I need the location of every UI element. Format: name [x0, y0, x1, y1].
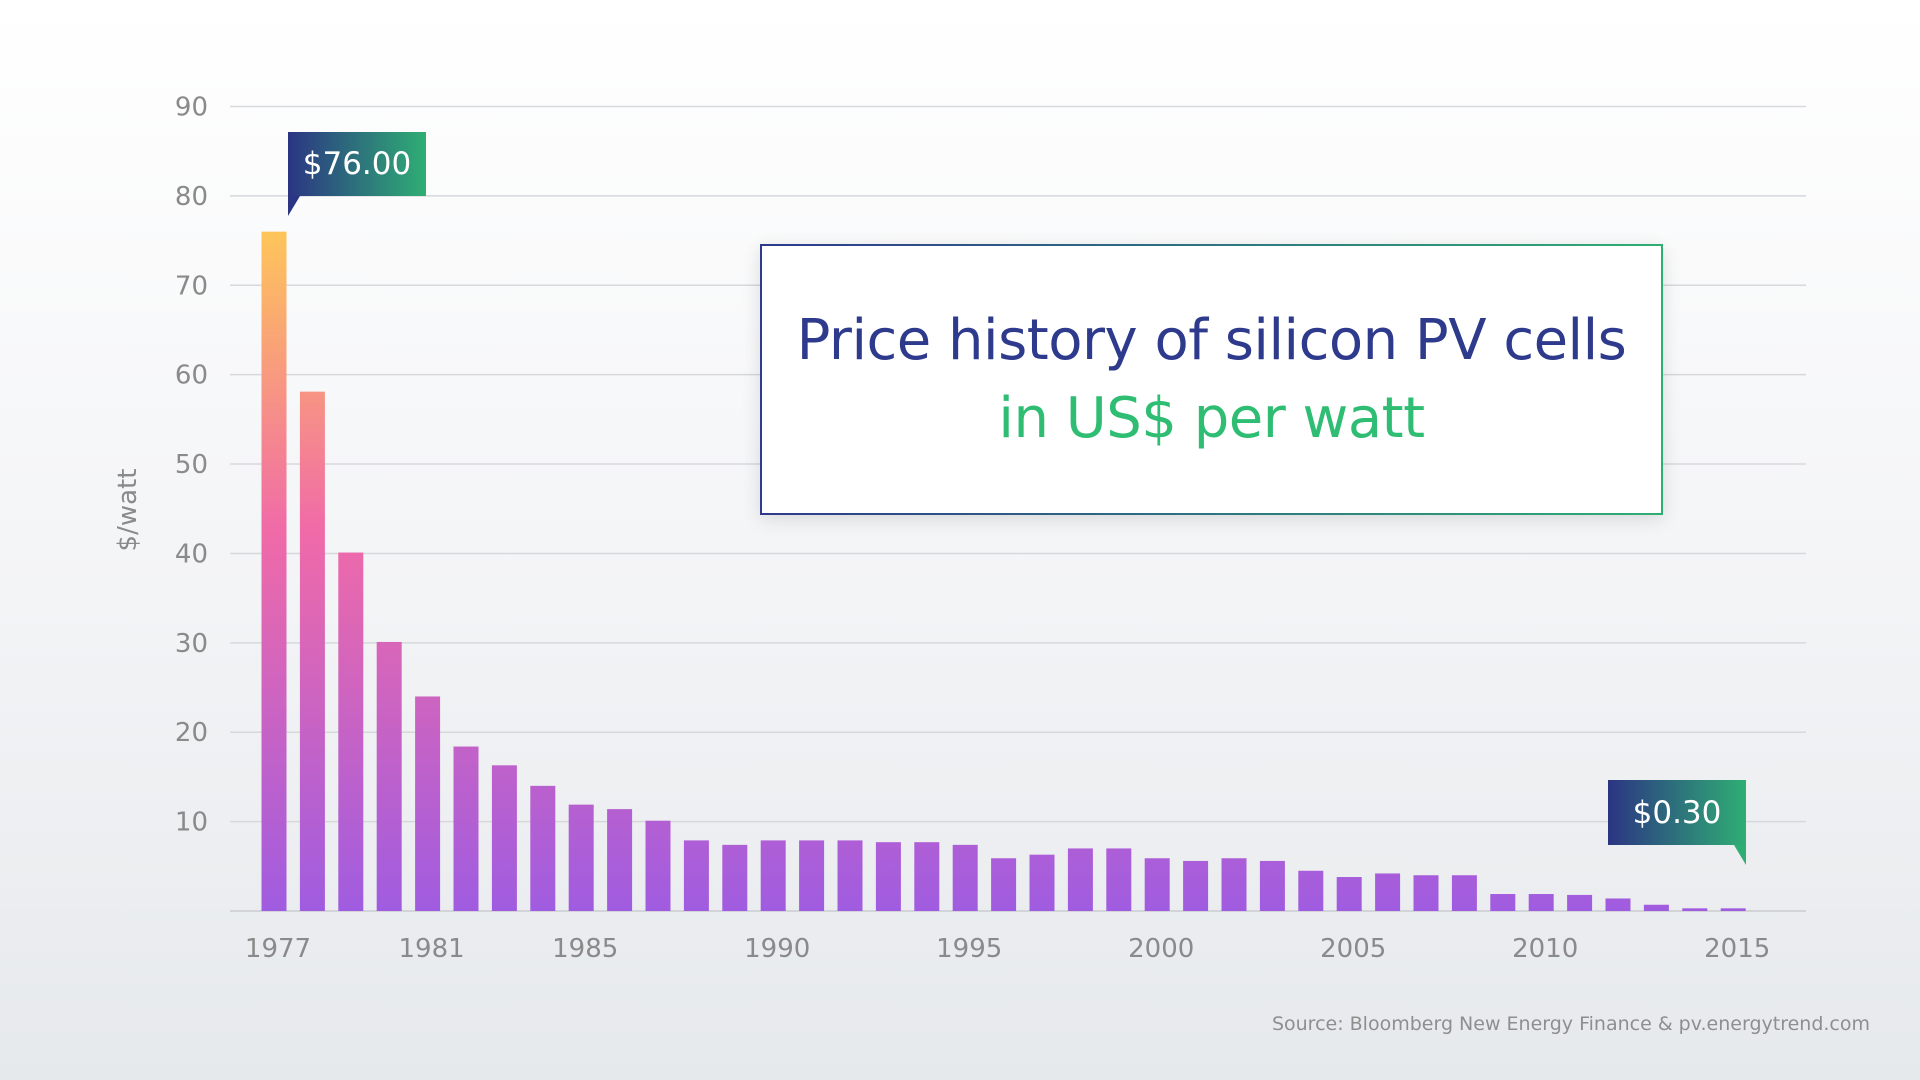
bar-2005 — [1336, 877, 1362, 911]
y-tick-label: 30 — [175, 629, 208, 659]
x-tick-label: 2000 — [1128, 934, 1194, 964]
bar-1986 — [607, 809, 633, 911]
bar-1982 — [453, 746, 479, 911]
bar-1981 — [415, 696, 441, 911]
bar-2003 — [1259, 860, 1285, 911]
bar-1987 — [645, 820, 671, 911]
chart-subtitle: in US$ per watt — [998, 385, 1425, 451]
bar-2001 — [1183, 860, 1209, 911]
y-tick-label: 20 — [175, 718, 208, 748]
bar-2013 — [1643, 904, 1669, 911]
chart-title: Price history of silicon PV cells — [796, 307, 1627, 373]
bar-1988 — [683, 840, 709, 911]
bar-2002 — [1221, 858, 1247, 911]
bar-1995 — [952, 844, 978, 911]
annotation-2015: $0.30 — [1608, 780, 1746, 865]
y-axis-label: $/watt — [113, 469, 143, 552]
bar-2012 — [1605, 898, 1631, 911]
bar-1979 — [338, 552, 364, 911]
y-tick-label: 70 — [175, 271, 208, 301]
x-tick-labels: 1977 1981 1985 1990 1995 2000 2005 2010 2015 — [245, 934, 1770, 964]
bar-1991 — [799, 840, 825, 911]
chart-title-box: Price history of silicon PV cells in US$… — [760, 244, 1663, 515]
y-tick-label: 10 — [175, 808, 208, 838]
bar-1998 — [1067, 848, 1093, 911]
bar-2008 — [1451, 875, 1477, 911]
bar-1977 — [261, 231, 287, 912]
bar-2010 — [1528, 894, 1554, 911]
y-tick-label: 60 — [175, 361, 208, 391]
bar-2011 — [1567, 894, 1593, 911]
x-tick-label: 2015 — [1704, 934, 1770, 964]
y-tick-label: 40 — [175, 539, 208, 569]
x-tick-label: 1985 — [552, 934, 618, 964]
bar-2007 — [1413, 875, 1439, 911]
y-tick-labels: 10 20 30 40 50 60 70 80 90 — [175, 93, 208, 838]
bars — [261, 231, 1746, 912]
x-tick-label: 1977 — [245, 934, 311, 964]
y-tick-label: 50 — [175, 450, 208, 480]
bar-1983 — [491, 765, 517, 911]
bar-1978 — [299, 391, 325, 912]
bar-2014 — [1682, 908, 1708, 911]
x-tick-label: 1995 — [936, 934, 1002, 964]
source-note: Source: Bloomberg New Energy Finance & p… — [1271, 1013, 1870, 1035]
bar-2004 — [1298, 870, 1324, 911]
y-tick-label: 90 — [175, 93, 208, 123]
bar-2015 — [1720, 908, 1746, 911]
bar-2009 — [1490, 894, 1516, 911]
bar-1996 — [991, 858, 1017, 911]
x-tick-label: 1981 — [399, 934, 465, 964]
bar-1997 — [1029, 854, 1055, 911]
bar-1993 — [875, 842, 901, 911]
x-tick-label: 1990 — [744, 934, 810, 964]
bar-1999 — [1106, 848, 1132, 911]
bar-2006 — [1375, 873, 1401, 911]
annotation-1977: $76.00 — [288, 132, 426, 216]
x-tick-label: 2010 — [1512, 934, 1578, 964]
bar-1992 — [837, 840, 863, 911]
bar-1989 — [722, 844, 748, 911]
bar-1984 — [530, 785, 556, 911]
x-tick-label: 2005 — [1320, 934, 1386, 964]
y-tick-label: 80 — [175, 182, 208, 212]
bar-1994 — [914, 842, 940, 911]
bar-2000 — [1144, 858, 1170, 911]
bar-1990 — [760, 840, 786, 911]
bar-1985 — [568, 804, 594, 911]
bar-1980 — [376, 641, 402, 911]
